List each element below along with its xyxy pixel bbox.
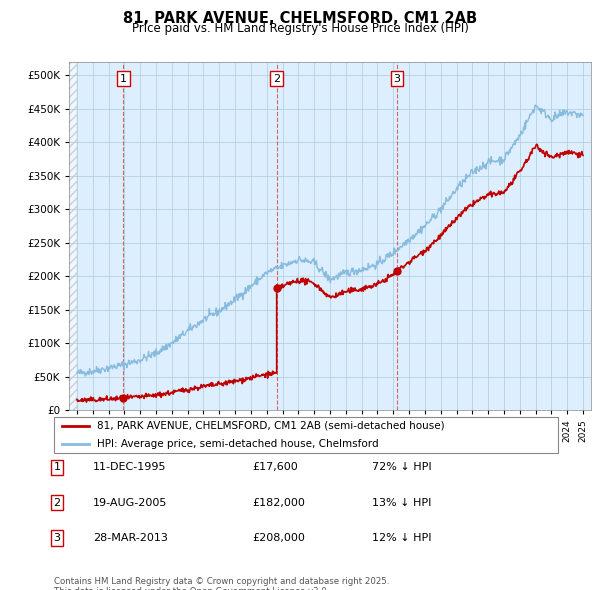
Text: 13% ↓ HPI: 13% ↓ HPI <box>372 498 431 507</box>
Text: £208,000: £208,000 <box>252 533 305 543</box>
Text: 3: 3 <box>394 74 401 84</box>
Text: Contains HM Land Registry data © Crown copyright and database right 2025.
This d: Contains HM Land Registry data © Crown c… <box>54 577 389 590</box>
Text: £182,000: £182,000 <box>252 498 305 507</box>
Text: Price paid vs. HM Land Registry's House Price Index (HPI): Price paid vs. HM Land Registry's House … <box>131 22 469 35</box>
FancyBboxPatch shape <box>54 417 558 453</box>
Text: 81, PARK AVENUE, CHELMSFORD, CM1 2AB: 81, PARK AVENUE, CHELMSFORD, CM1 2AB <box>123 11 477 25</box>
Text: 1: 1 <box>120 74 127 84</box>
Text: 72% ↓ HPI: 72% ↓ HPI <box>372 463 431 472</box>
Text: 1: 1 <box>53 463 61 472</box>
Text: 2: 2 <box>53 498 61 507</box>
Text: £17,600: £17,600 <box>252 463 298 472</box>
Text: 3: 3 <box>53 533 61 543</box>
Text: 81, PARK AVENUE, CHELMSFORD, CM1 2AB (semi-detached house): 81, PARK AVENUE, CHELMSFORD, CM1 2AB (se… <box>97 421 445 431</box>
Text: 19-AUG-2005: 19-AUG-2005 <box>93 498 167 507</box>
Text: 11-DEC-1995: 11-DEC-1995 <box>93 463 167 472</box>
Text: HPI: Average price, semi-detached house, Chelmsford: HPI: Average price, semi-detached house,… <box>97 439 379 449</box>
Text: 12% ↓ HPI: 12% ↓ HPI <box>372 533 431 543</box>
Text: 28-MAR-2013: 28-MAR-2013 <box>93 533 168 543</box>
Text: 2: 2 <box>273 74 280 84</box>
